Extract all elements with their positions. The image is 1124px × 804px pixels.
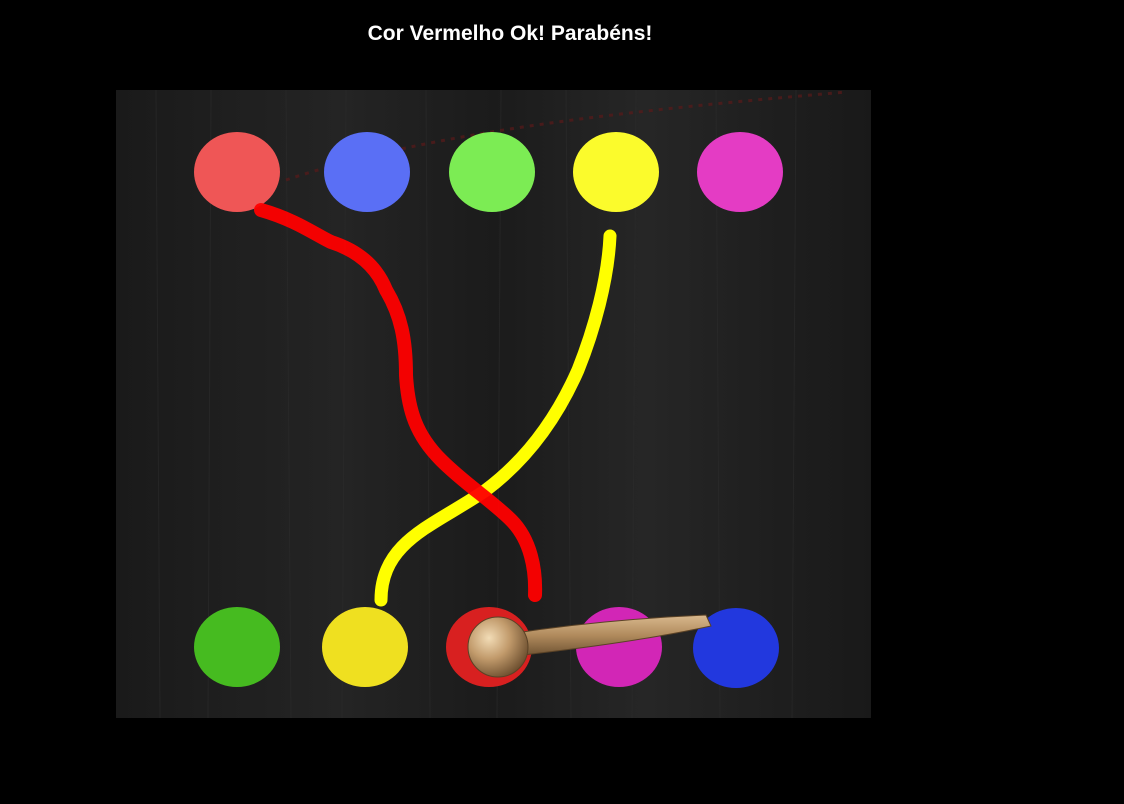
status-message: Cor Vermelho Ok! Parabéns! [367,22,653,45]
connection-red [254,203,543,602]
bottom-dot-blue[interactable] [693,608,779,688]
wooden-pointer-icon [467,614,712,678]
top-dot-blue[interactable] [324,132,410,212]
faint-trace [285,90,847,182]
top-row [194,132,783,212]
board-canvas[interactable] [116,90,871,718]
bottom-dot-green[interactable] [194,607,280,687]
game-board[interactable] [116,90,871,718]
top-dot-red[interactable] [194,132,280,212]
connection-yellow [374,229,617,607]
top-dot-magenta[interactable] [697,132,783,212]
bottom-dot-yellow[interactable] [322,607,408,687]
top-dot-yellow[interactable] [573,132,659,212]
top-dot-green[interactable] [449,132,535,212]
